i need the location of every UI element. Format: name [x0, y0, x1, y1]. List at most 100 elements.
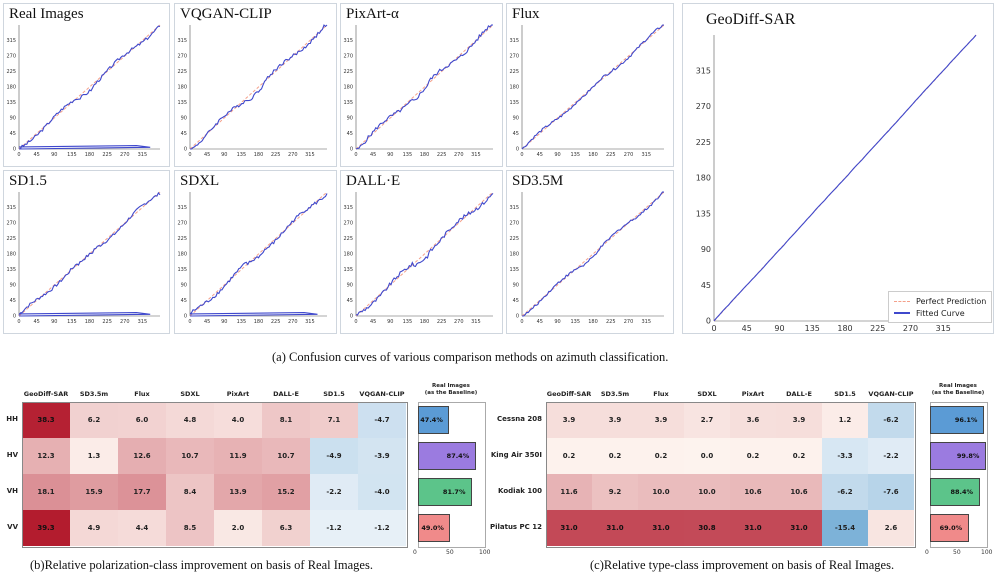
row-label: Kodiak 100: [498, 487, 542, 495]
heatmap-cell: 0.0: [684, 438, 730, 474]
baseline-tick: 0: [413, 549, 417, 556]
x-tick-label: 135: [805, 324, 820, 333]
x-tick-label: 270: [288, 152, 298, 158]
y-tick-label: 135: [177, 100, 187, 106]
heatmap-cell: 8.1: [262, 402, 310, 438]
x-tick-label: 270: [624, 319, 634, 325]
x-tick-label: 225: [102, 319, 112, 325]
y-tick-label: 135: [509, 100, 519, 106]
x-tick-label: 225: [271, 319, 281, 325]
y-tick-label: 225: [6, 69, 16, 75]
column-header: Flux: [653, 390, 669, 398]
heatmap-cell: 17.7: [118, 474, 166, 510]
heatmap-cell: 10.0: [684, 474, 730, 510]
heatmap-cell: 12.3: [22, 438, 70, 474]
panel-title: Real Images: [9, 6, 84, 22]
heatmap-cell: 4.4: [118, 510, 166, 546]
panel-flux: 0 45 90 135 180 225 270 315 0 45 90 135 180 225 270 315…: [506, 3, 674, 167]
panel-frame: [3, 3, 170, 167]
heatmap-cell: 10.0: [638, 474, 684, 510]
x-tick-label: 180: [254, 152, 264, 158]
y-tick-label: 180: [177, 85, 187, 91]
heatmap-cell: -3.9: [358, 438, 406, 474]
perfect-prediction-line: [18, 191, 161, 317]
curve-plot: 0 45 90 135 180 225 270 315 0 45 90 135 180 225 270 315: [509, 191, 665, 325]
panel-frame: [506, 3, 674, 167]
heatmap-cell: 3.9: [592, 402, 638, 438]
panel-real-images: 0 45 90 135 180 225 270 315 0 45 90 135 180 225 270 315…: [3, 3, 170, 167]
x-tick-label: 90: [221, 319, 227, 325]
x-tick-label: 225: [271, 152, 281, 158]
row-label: Pilatus PC 12: [489, 523, 542, 531]
column-header: SDXL: [180, 390, 200, 398]
x-tick-label: 315: [471, 319, 481, 325]
heatmap-cell: 7.1: [310, 402, 358, 438]
x-tick-label: 0: [17, 319, 20, 325]
y-tick-label: 45: [181, 131, 187, 137]
panel-title: Flux: [512, 6, 540, 22]
baseline-header: Real Images (as the Baseline): [931, 383, 985, 396]
x-tick-label: 0: [17, 152, 20, 158]
heatmap-cell: 2.0: [214, 510, 262, 546]
x-tick-label: 270: [903, 324, 918, 333]
panel-title: SD1.5: [9, 173, 47, 189]
x-tick-label: 270: [288, 319, 298, 325]
panel-frame: [340, 170, 503, 334]
x-tick-label: 225: [437, 319, 447, 325]
y-tick-label: 180: [509, 252, 519, 258]
column-header: SD1.5: [323, 390, 345, 398]
column-header: Flux: [134, 390, 150, 398]
y-tick-label: 225: [509, 69, 519, 75]
row-label: VH: [6, 487, 18, 495]
x-tick-label: 225: [102, 152, 112, 158]
x-tick-label: 315: [641, 319, 651, 325]
y-tick-label: 315: [6, 38, 16, 44]
x-tick-label: 90: [554, 152, 560, 158]
x-tick-label: 315: [305, 152, 315, 158]
heatmap-cell: -2.2: [310, 474, 358, 510]
y-tick-label: 270: [177, 54, 187, 60]
y-tick-label: 0: [516, 147, 519, 153]
heatmap-cell: 38.3: [22, 402, 70, 438]
fitted-curve: [713, 34, 977, 322]
x-tick-label: 180: [837, 324, 852, 333]
y-tick-label: 0: [350, 147, 353, 153]
column-header: SD3.5m: [600, 390, 630, 398]
x-tick-label: 315: [936, 324, 951, 333]
plot-legend: Perfect Prediction Fitted Curve: [888, 291, 993, 323]
y-tick-label: 180: [6, 252, 16, 258]
y-tick-label: 270: [343, 221, 353, 227]
curve-plot: 0 45 90 135 180 225 270 315 0 45 90 135 180 225 270 315: [177, 191, 328, 325]
panel-title: DALL·E: [346, 173, 401, 189]
curve-plot: 0 45 90 135 180 225 270 315 0 45 90 135 180 225 270 315: [177, 24, 328, 158]
row-label: Cessna 208: [497, 415, 542, 423]
panel-title: VQGAN-CLIP: [180, 6, 272, 22]
y-tick-label: 90: [10, 116, 16, 122]
panel-geodiff-sar: 0 45 90 135 180 225 270 315 0 45 90 135 180 225 270 315…: [682, 3, 994, 334]
panel-frame: [174, 3, 337, 167]
y-tick-label: 180: [6, 85, 16, 91]
y-tick-label: 45: [181, 298, 187, 304]
heatmap-cell: 12.6: [118, 438, 166, 474]
y-tick-label: 225: [343, 236, 353, 242]
y-tick-label: 270: [696, 102, 711, 111]
x-tick-label: 0: [711, 324, 716, 333]
x-tick-label: 135: [403, 319, 413, 325]
x-tick-label: 0: [520, 152, 523, 158]
fitted-curve: [355, 192, 494, 316]
y-tick-label: 90: [347, 283, 353, 289]
panel-pixart-: 0 45 90 135 180 225 270 315 0 45 90 135 180 225 270 315…: [340, 3, 503, 167]
curve-plot: 0 45 90 135 180 225 270 315 0 45 90 135 180 225 270 315: [509, 24, 665, 158]
y-tick-label: 180: [343, 252, 353, 258]
fitted-curve: [190, 24, 328, 150]
heatmap-cell: 4.8: [166, 402, 214, 438]
y-tick-label: 45: [513, 131, 519, 137]
heatmap-cell: 13.9: [214, 474, 262, 510]
curve-plot: 0 45 90 135 180 225 270 315 0 45 90 135 180 225 270 315: [6, 191, 161, 325]
x-tick-label: 315: [305, 319, 315, 325]
y-tick-label: 270: [509, 221, 519, 227]
panel-sd3-5m: 0 45 90 135 180 225 270 315 0 45 90 135 180 225 270 315…: [506, 170, 674, 334]
x-tick-label: 90: [221, 152, 227, 158]
heatmap-frame: [22, 402, 408, 548]
panel-frame: [3, 170, 170, 334]
